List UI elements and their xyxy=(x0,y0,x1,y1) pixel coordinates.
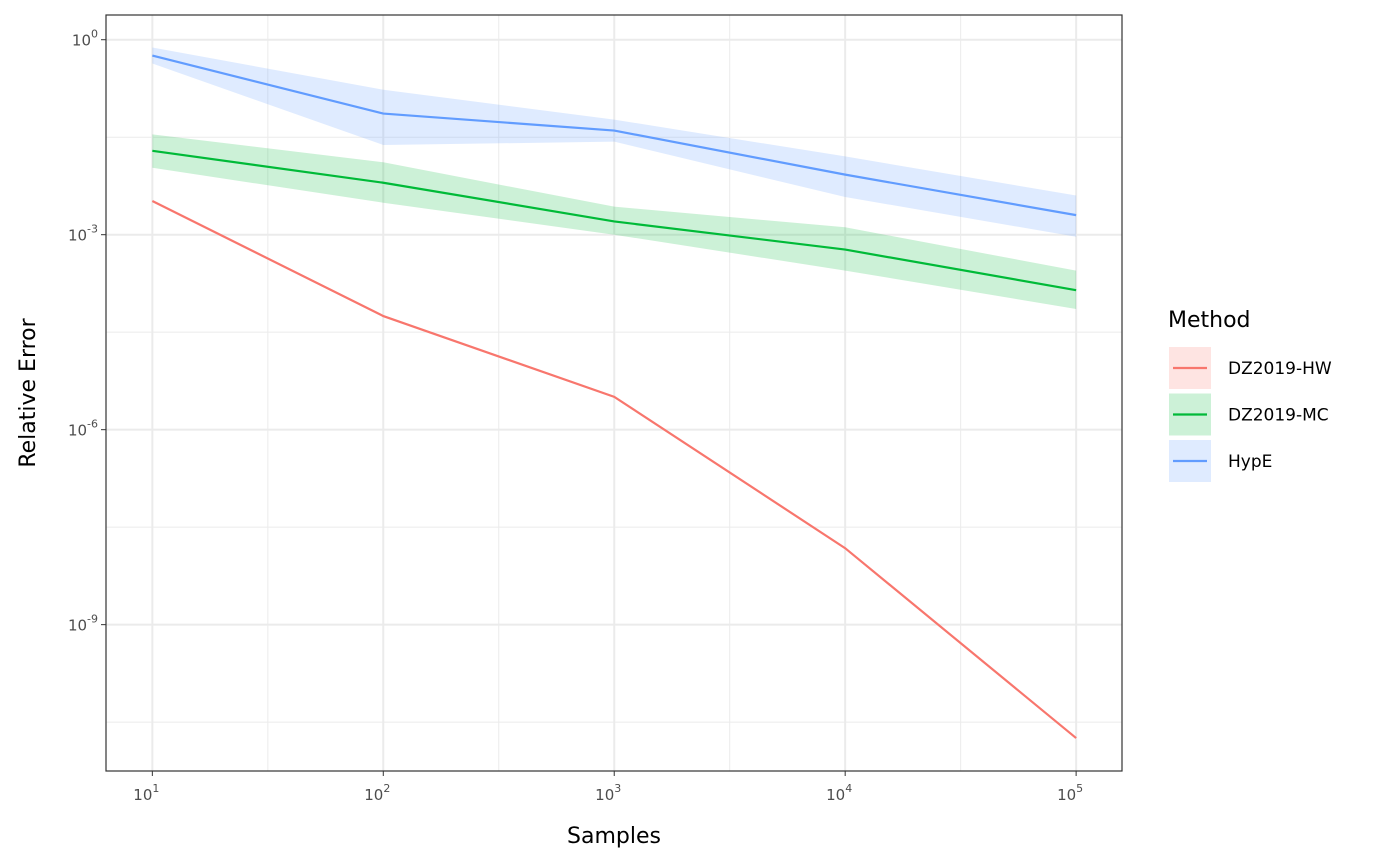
legend: Method DZ2019-HW DZ2019-MC HypE xyxy=(1168,308,1332,482)
y-axis: 100 10-3 10-6 10-9 xyxy=(68,28,106,635)
y-tick-label: 10-9 xyxy=(68,613,98,635)
ribbon-hype xyxy=(152,47,1077,237)
x-tick-label: 104 xyxy=(826,782,852,804)
x-tick-label: 103 xyxy=(595,782,621,804)
y-tick-label: 100 xyxy=(72,28,98,50)
legend-label: HypE xyxy=(1228,452,1272,472)
y-tick-label: 10-3 xyxy=(68,223,98,245)
legend-label: DZ2019-MC xyxy=(1228,406,1329,426)
x-tick-label: 105 xyxy=(1057,782,1083,804)
y-axis-title: Relative Error xyxy=(16,317,41,467)
legend-label: DZ2019-HW xyxy=(1228,359,1332,379)
legend-item-hype: HypE xyxy=(1169,440,1272,482)
legend-item-dz2019-mc: DZ2019-MC xyxy=(1169,393,1329,436)
y-tick-label: 10-6 xyxy=(68,418,98,440)
grid xyxy=(106,15,1122,771)
x-axis-title: Samples xyxy=(567,824,661,849)
legend-title: Method xyxy=(1168,308,1251,333)
x-tick-label: 102 xyxy=(364,782,390,804)
series-lines xyxy=(151,54,1077,739)
x-tick-label: 101 xyxy=(133,782,159,804)
x-axis: 101 102 103 104 105 xyxy=(133,771,1083,804)
legend-item-dz2019-hw: DZ2019-HW xyxy=(1169,347,1332,389)
